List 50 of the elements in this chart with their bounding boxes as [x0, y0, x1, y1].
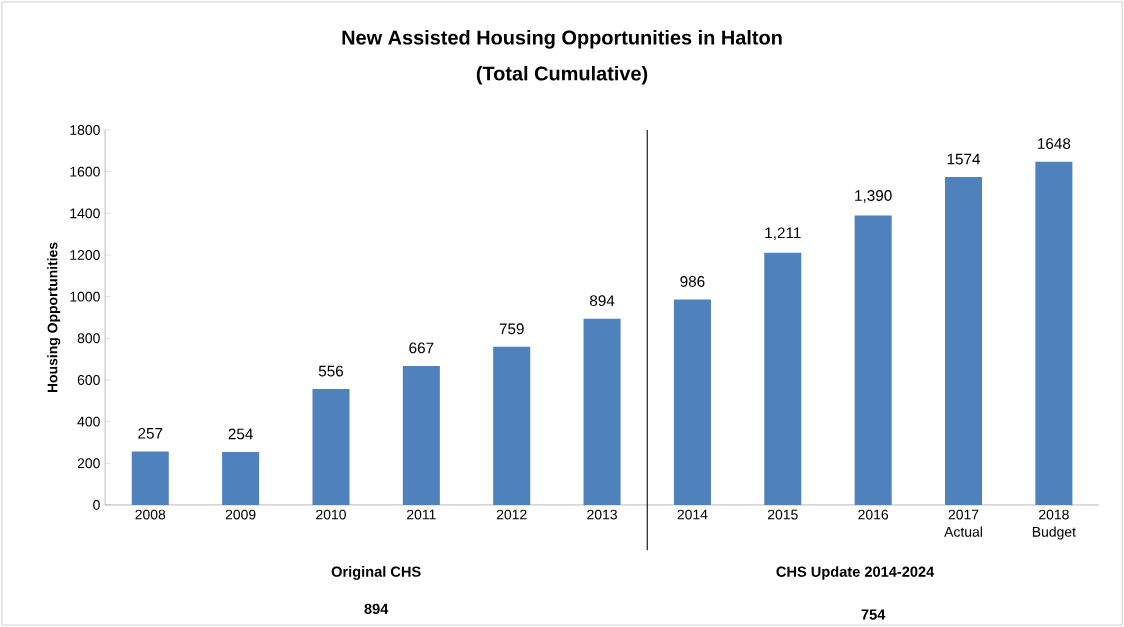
bar [673, 299, 711, 505]
text: Original CHS [331, 566, 421, 580]
x-tick-label: 2013 [587, 509, 617, 520]
bar [402, 366, 440, 505]
y-tick-label: 0 [93, 500, 100, 510]
x-tick-label: 2016 [858, 509, 889, 520]
y-tick-label: 1600 [70, 166, 100, 177]
x-tick-label: 2014 [677, 509, 708, 520]
bar [312, 389, 350, 505]
bar [493, 346, 531, 505]
data-label: 894 [589, 295, 615, 307]
data-label: 1648 [1038, 138, 1071, 149]
bar [131, 451, 169, 505]
bar [222, 452, 260, 505]
bar [764, 252, 802, 505]
bar [945, 177, 983, 505]
y-tick-label: 400 [77, 416, 100, 427]
data-label: 1,390 [855, 190, 892, 203]
y-tick-label: 1000 [70, 291, 100, 302]
x-tick-label: 2009 [225, 509, 256, 520]
y-axis-title: Housing Opportunities [47, 242, 61, 393]
x-tick-label: 2008 [135, 509, 166, 520]
x-tick-label: 2011 [407, 509, 436, 520]
x-tick-label: 2012 [496, 509, 527, 520]
bar [1035, 161, 1073, 505]
data-label: 986 [680, 276, 705, 287]
bar [583, 318, 621, 505]
chart-subtitle: (Total Cumulative) [476, 65, 648, 85]
data-label: 759 [499, 323, 524, 335]
text: 894 [364, 603, 389, 615]
data-label: 667 [409, 342, 434, 354]
y-tick-label: 200 [77, 458, 100, 469]
x-tick-label: 2018 Budget [1032, 509, 1076, 540]
y-tick-label: 1200 [70, 250, 100, 260]
y-tick-label: 600 [77, 375, 100, 385]
x-tick-label: 2017 Actual [944, 509, 982, 537]
text: CHS Update 2014-2024 [776, 566, 935, 580]
y-tick-label: 800 [77, 333, 100, 344]
data-label: 556 [318, 365, 344, 377]
x-tick-label: 2010 [316, 509, 346, 520]
y-tick-label: 1800 [70, 125, 100, 135]
data-label: 254 [228, 428, 253, 440]
y-tick-label: 1400 [70, 208, 100, 219]
bar [854, 215, 892, 505]
x-tick-label: 2015 [767, 509, 798, 520]
text: 754 [861, 609, 886, 620]
data-label: 257 [138, 427, 163, 439]
data-label: 1574 [947, 153, 981, 165]
chart-title: New Assisted Housing Opportunities in Halton [342, 29, 782, 49]
data-label: 1,211 [765, 227, 801, 241]
